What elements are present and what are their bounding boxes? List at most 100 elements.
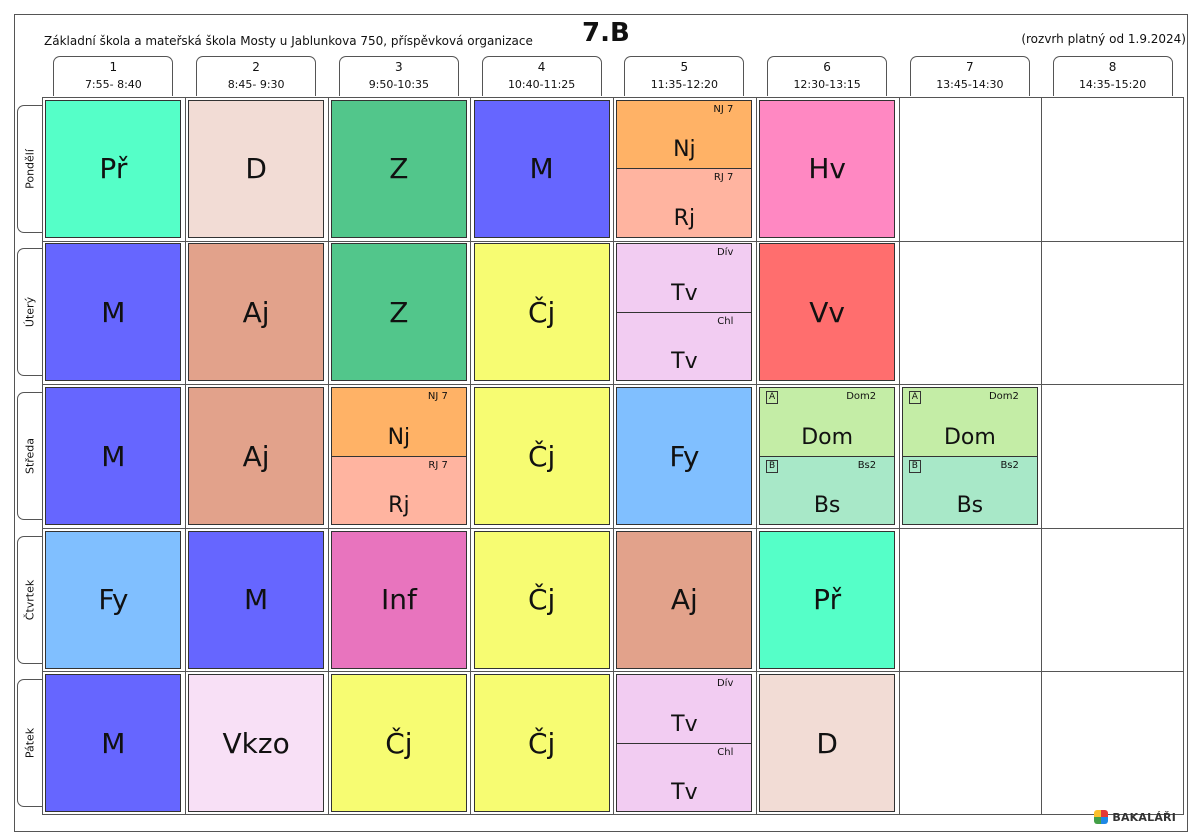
lesson-cell[interactable]: Čj — [330, 674, 467, 813]
lesson-cell[interactable]: M — [45, 387, 182, 525]
group-name: Bs2 — [857, 459, 877, 471]
lesson-cell[interactable]: Inf — [330, 530, 467, 669]
lesson-cell[interactable]: A Dom2 Dom B Bs2 Bs — [901, 387, 1038, 525]
lesson-cell[interactable]: Př — [759, 530, 896, 669]
group-lesson[interactable]: Dív Tv — [617, 675, 752, 743]
lesson-cell[interactable]: D — [759, 674, 896, 813]
subject-name: Rj — [673, 205, 696, 231]
subject-name: Bs — [813, 493, 841, 518]
lesson-cell[interactable]: Dív Tv Chl Tv — [616, 674, 753, 813]
lesson-cell[interactable]: Z — [330, 99, 467, 238]
subject-name: Vv — [809, 295, 845, 329]
lesson-cell[interactable]: Z — [330, 243, 467, 382]
column-divider — [613, 97, 614, 815]
period-time: 7:55- 8:40 — [84, 78, 142, 91]
period-time: 14:35-15:20 — [1078, 78, 1147, 91]
period-tab-2: 2 8:45- 9:30 — [196, 56, 317, 96]
subject-name: Čj — [527, 439, 556, 473]
school-name: Základní škola a mateřská škola Mosty u … — [44, 34, 533, 48]
timetable-frame — [14, 14, 1188, 832]
subject-name: Tv — [671, 780, 698, 806]
lesson-cell[interactable]: Aj — [188, 387, 325, 525]
subject-name: Aj — [242, 439, 270, 473]
group-name: NJ 7 — [427, 391, 448, 402]
column-divider — [1041, 97, 1043, 815]
subject-name: M — [529, 152, 554, 186]
subject-name: Bs — [956, 493, 984, 518]
group-lesson[interactable]: A Dom2 Dom — [760, 388, 895, 456]
lesson-cell[interactable]: Čj — [473, 387, 610, 525]
subject-name: Vkzo — [222, 726, 290, 760]
group-lesson[interactable]: B Bs2 Bs — [902, 455, 1037, 524]
subject-name: Dom — [943, 424, 996, 450]
group-lesson[interactable]: NJ 7 Nj — [617, 100, 752, 169]
period-time: 8:45- 9:30 — [227, 78, 285, 91]
group-name: Dom2 — [988, 391, 1019, 402]
day-label-4: Čtvrtek — [17, 535, 42, 664]
period-tab-8: 8 14:35-15:20 — [1052, 56, 1173, 96]
bakalari-logo: BAKALÁŘI — [1094, 810, 1176, 824]
subject-name: Fy — [98, 583, 129, 617]
subject-name: Nj — [387, 424, 411, 450]
subject-name: Čj — [385, 726, 413, 760]
subject-name: D — [245, 152, 267, 186]
group-name: Chl — [717, 746, 734, 758]
subject-name: Z — [389, 295, 409, 329]
day-name: Čtvrtek — [23, 579, 37, 620]
period-time: 13:45-14:30 — [936, 78, 1004, 91]
lesson-cell[interactable]: NJ 7 Nj RJ 7 Rj — [616, 99, 753, 238]
subject-name: Z — [389, 152, 409, 186]
day-label-2: Úterý — [17, 248, 42, 377]
lesson-cell[interactable]: Vkzo — [188, 674, 325, 813]
brand-name: BAKALÁŘI — [1112, 810, 1176, 824]
subject-name: Tv — [671, 711, 698, 737]
lesson-cell[interactable]: Fy — [616, 387, 753, 525]
column-divider — [184, 97, 186, 815]
lesson-cell[interactable]: M — [188, 530, 325, 669]
lesson-cell[interactable]: Fy — [45, 530, 182, 669]
group-name: Chl — [717, 315, 734, 327]
lesson-cell[interactable]: A Dom2 Dom B Bs2 Bs — [759, 387, 896, 525]
lesson-cell[interactable]: Dív Tv Chl Tv — [616, 243, 753, 382]
lesson-cell[interactable]: Aj — [616, 530, 753, 669]
subject-name: Tv — [671, 349, 698, 375]
subject-name: Čj — [527, 726, 556, 760]
subject-name: Tv — [671, 280, 698, 306]
period-number: 2 — [252, 60, 260, 74]
group-name: Bs2 — [1000, 459, 1019, 471]
group-name: NJ 7 — [713, 103, 734, 115]
day-label-1: Pondělí — [17, 104, 42, 233]
lesson-cell[interactable]: Čj — [473, 243, 610, 382]
period-number: 6 — [823, 60, 831, 74]
lesson-cell[interactable]: Hv — [759, 99, 896, 238]
column-divider — [470, 97, 472, 815]
group-lesson[interactable]: NJ 7 Nj — [331, 388, 466, 456]
lesson-cell[interactable]: Čj — [473, 674, 610, 813]
lesson-cell[interactable]: Aj — [188, 243, 325, 382]
lesson-cell[interactable]: M — [45, 243, 182, 382]
valid-from-note: (rozvrh platný od 1.9.2024) — [1021, 32, 1186, 46]
group-lesson[interactable]: Dív Tv — [617, 244, 752, 312]
group-name: RJ 7 — [428, 459, 448, 471]
lesson-cell[interactable]: M — [473, 99, 610, 238]
column-divider — [327, 97, 329, 815]
lesson-cell[interactable]: D — [188, 99, 325, 238]
group-lesson[interactable]: RJ 7 Rj — [617, 168, 752, 237]
period-tab-4: 4 10:40-11:25 — [481, 56, 602, 96]
subject-name: Inf — [380, 583, 417, 617]
lesson-cell[interactable]: Vv — [759, 243, 896, 382]
group-lesson[interactable]: B Bs2 Bs — [760, 455, 895, 524]
group-lesson[interactable]: Chl Tv — [617, 311, 752, 381]
period-time: 9:50-10:35 — [368, 78, 430, 91]
day-label-5: Pátek — [17, 679, 42, 808]
lesson-cell[interactable]: Čj — [473, 530, 610, 669]
lesson-cell[interactable]: Př — [45, 99, 182, 238]
lesson-cell[interactable]: M — [45, 674, 182, 813]
group-lesson[interactable]: RJ 7 Rj — [331, 455, 466, 524]
lesson-cell[interactable]: NJ 7 Nj RJ 7 Rj — [330, 387, 467, 525]
group-letter: A — [908, 391, 921, 404]
subject-name: M — [101, 295, 126, 329]
group-lesson[interactable]: A Dom2 Dom — [902, 388, 1037, 456]
day-name: Pondělí — [23, 148, 37, 189]
group-lesson[interactable]: Chl Tv — [617, 742, 752, 812]
